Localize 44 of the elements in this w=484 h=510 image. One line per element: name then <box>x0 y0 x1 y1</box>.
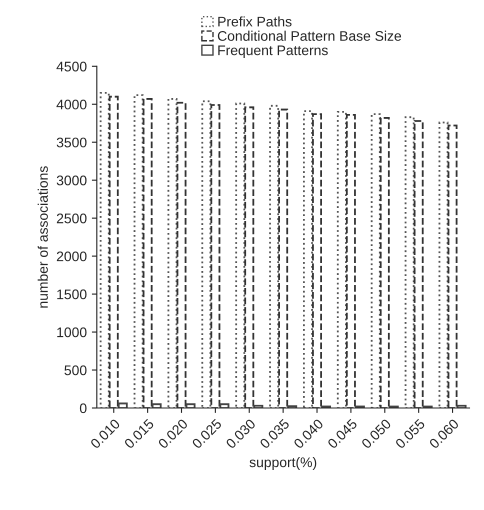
y-tick-label: 500 <box>64 365 87 376</box>
y-tick-label: 4000 <box>56 100 87 110</box>
bar <box>210 104 220 408</box>
bar <box>456 404 467 408</box>
y-axis-title: number of associations <box>38 166 48 308</box>
y-tick-label: 3500 <box>56 138 87 148</box>
bar <box>370 113 381 408</box>
bar <box>134 94 144 408</box>
bar <box>235 102 246 408</box>
y-tick-label: 1500 <box>57 289 87 300</box>
bar <box>253 404 264 408</box>
bar <box>336 110 347 408</box>
bar <box>201 100 212 408</box>
bar <box>448 124 458 408</box>
bar <box>380 117 390 408</box>
y-tick-label: 1000 <box>57 327 87 338</box>
bar <box>186 403 196 408</box>
bar <box>118 402 128 408</box>
bar <box>167 98 178 408</box>
bar <box>404 116 415 408</box>
y-tick-label: 2000 <box>56 251 87 262</box>
legend-label: Conditional Pattern Base Size <box>218 30 402 41</box>
bar <box>100 92 110 408</box>
legend-label: Prefix Paths <box>218 16 292 27</box>
y-tick-label: 0 <box>80 403 87 414</box>
bar <box>219 403 230 408</box>
bar <box>312 113 322 408</box>
bar <box>438 122 448 408</box>
bar <box>303 110 313 408</box>
bar <box>108 96 119 408</box>
bar <box>142 98 153 408</box>
bar <box>176 102 186 408</box>
y-tick-label: 3000 <box>56 176 87 186</box>
bar <box>414 120 424 408</box>
y-tick-label: 4500 <box>56 62 87 72</box>
y-tick-label: 2500 <box>56 214 87 224</box>
bar <box>269 104 280 408</box>
legend-label: Frequent Patterns <box>218 46 328 58</box>
bar <box>152 403 162 408</box>
bar <box>287 405 298 408</box>
bar <box>244 106 254 408</box>
x-axis-title: support(%) <box>250 457 316 470</box>
bar <box>346 114 356 408</box>
bar <box>278 108 288 408</box>
